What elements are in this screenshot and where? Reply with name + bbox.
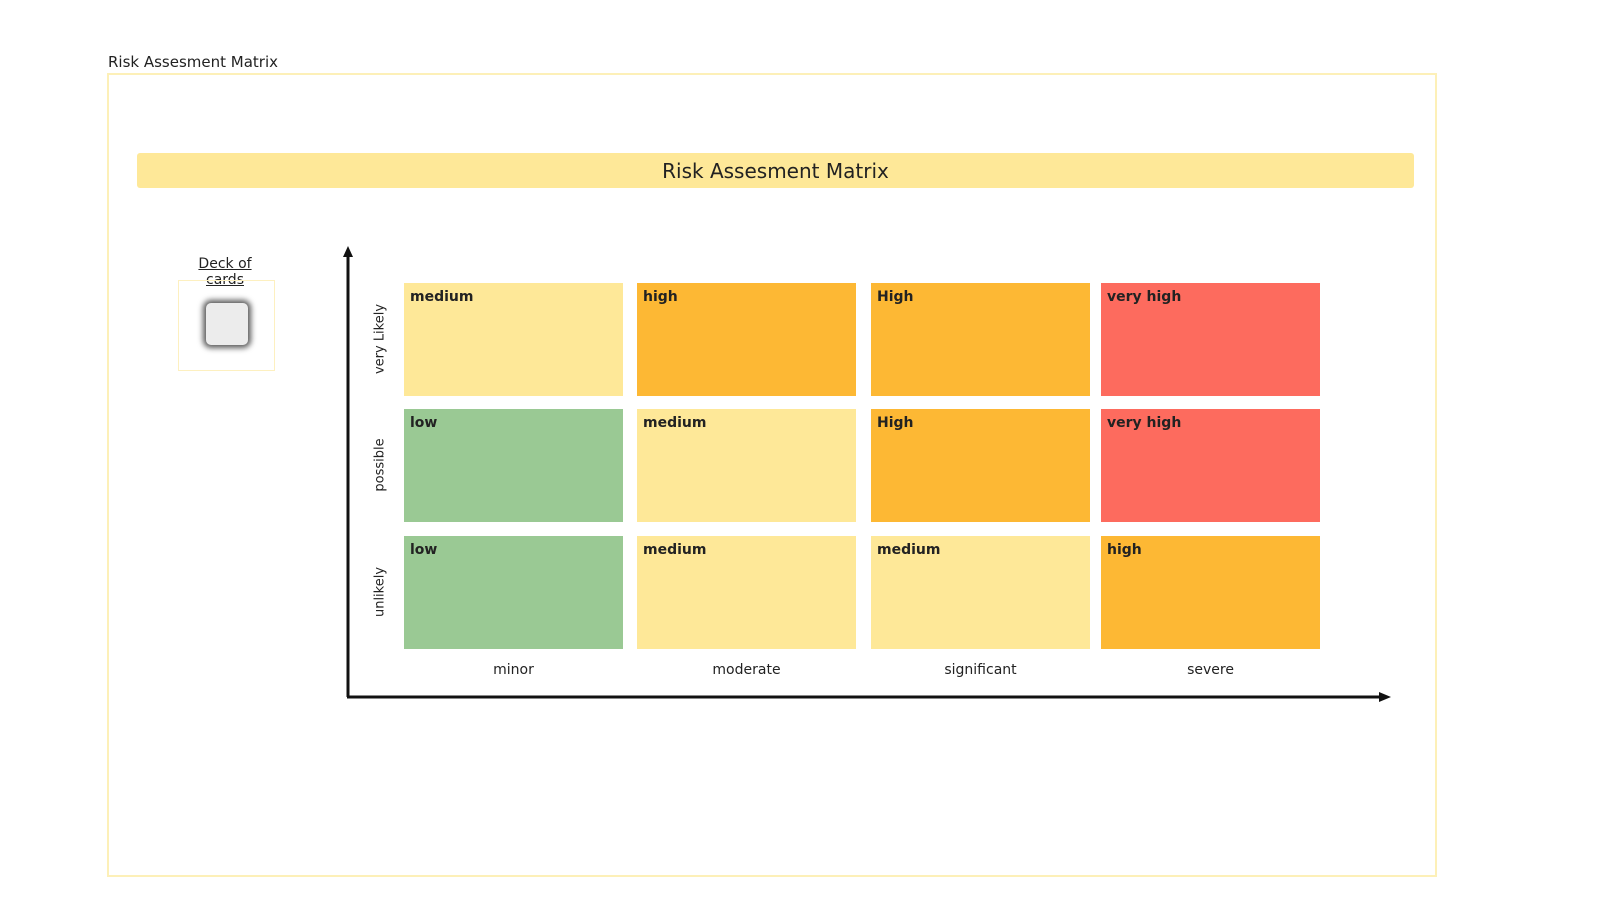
matrix-cell[interactable]: high — [637, 283, 856, 396]
card-icon[interactable] — [206, 303, 248, 345]
matrix-cell[interactable]: low — [404, 536, 623, 649]
row-label-text: possible — [372, 438, 388, 492]
frame[interactable] — [107, 73, 1437, 877]
matrix-cell[interactable]: medium — [637, 536, 856, 649]
x-axis-arrowhead-icon — [1379, 692, 1391, 702]
y-axis-arrowhead-icon — [343, 246, 353, 257]
matrix-cell[interactable]: very high — [1101, 409, 1320, 522]
column-label: minor — [493, 662, 534, 678]
matrix-cell[interactable]: medium — [404, 283, 623, 396]
frame-title: Risk Assesment Matrix — [108, 53, 279, 71]
deck-of-cards[interactable] — [178, 280, 275, 371]
row-label-text: very Likely — [372, 303, 388, 375]
column-label: moderate — [712, 662, 781, 678]
matrix-cell[interactable]: High — [871, 283, 1090, 396]
matrix-cell[interactable]: very high — [1101, 283, 1320, 396]
row-label-text: unlikely — [372, 566, 388, 618]
matrix-cell[interactable]: medium — [637, 409, 856, 522]
column-label: severe — [1187, 662, 1234, 678]
matrix-cell[interactable]: low — [404, 409, 623, 522]
column-label: significant — [944, 662, 1017, 678]
matrix-cell[interactable]: High — [871, 409, 1090, 522]
matrix-cell[interactable]: high — [1101, 536, 1320, 649]
matrix-cell[interactable]: medium — [871, 536, 1090, 649]
matrix-title[interactable]: Risk Assesment Matrix — [137, 153, 1414, 188]
